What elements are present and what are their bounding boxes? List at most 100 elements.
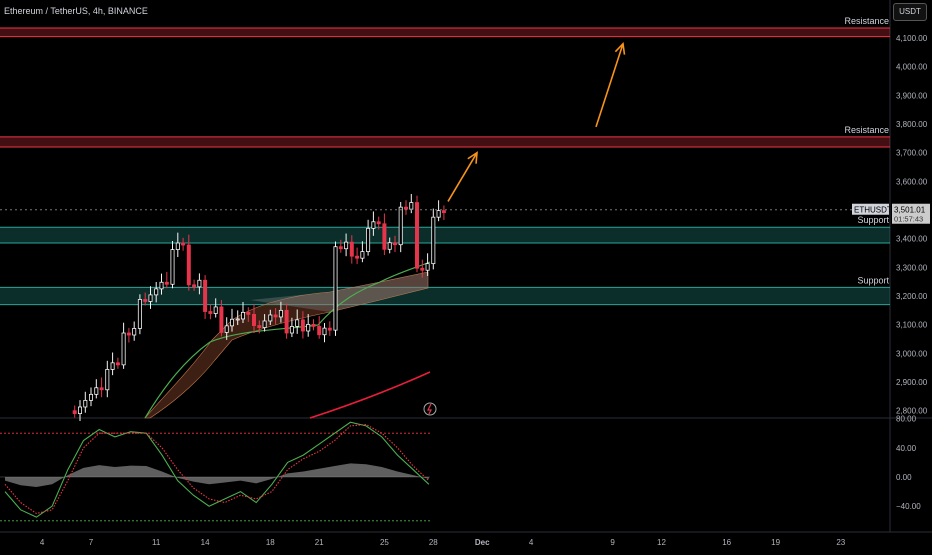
candle-body [203,279,208,312]
alert-icon-bolt [427,403,432,415]
candle-body [414,202,419,269]
price-tick-label: 3,900.00 [896,91,928,100]
candle-body [441,210,446,214]
projection-arrow-1 [447,152,478,202]
candle-body [366,227,371,252]
candle-body [436,210,441,218]
zone-label-resistance-top: Resistance [844,16,889,26]
time-tick-label: 25 [380,538,389,547]
price-tick-label: 3,600.00 [896,177,928,186]
cloud-band-grey [250,272,428,312]
osc-tick-label: 80.00 [896,415,917,424]
candle-body [360,251,365,259]
time-tick-label: 14 [201,538,210,547]
candle-body [382,223,387,250]
candle-body [181,242,186,246]
price-tick-label: 3,200.00 [896,292,928,301]
candle-body [110,362,115,370]
osc-histogram [5,463,429,488]
price-tick-label: 3,100.00 [896,321,928,330]
projection-arrow-2-head [614,41,626,55]
candle-body [409,202,414,210]
osc-tick-label: 0.00 [896,473,912,482]
candle-body [208,311,213,314]
chart-title: Ethereum / TetherUS, 4h, BINANCE [4,6,148,16]
candle-body [94,387,99,395]
candle-body [278,309,283,318]
candle-body [273,314,278,318]
candle-body [246,311,251,315]
time-tick-label: 12 [657,538,666,547]
candle-body [376,221,381,225]
candle-body [322,327,327,336]
time-tick-label: 21 [315,538,324,547]
price-tick-label: 3,300.00 [896,263,928,272]
candle-body [349,241,354,257]
candle-body [192,284,197,288]
time-tick-label: 4 [529,538,534,547]
price-badge [892,203,930,224]
price-tick-label: 3,800.00 [896,120,928,129]
candle-body [295,319,300,327]
candle-body [355,255,360,259]
candle-body [175,242,180,250]
candle-body [327,327,332,331]
candle-body [197,279,202,288]
candle-body [235,318,240,321]
candle-body [371,221,376,229]
candle-body [251,313,256,326]
zone-label-resistance-mid: Resistance [844,125,889,135]
time-tick-label: 28 [429,538,438,547]
support-zone [0,227,890,243]
candle-body [148,294,153,302]
zone-label-support-top: Support [857,215,889,225]
price-tick-label: 4,100.00 [896,34,928,43]
candle-body [289,326,294,334]
time-tick-label: 9 [610,538,615,547]
osc-tick-label: −40.00 [896,502,921,511]
time-tick-label: 11 [152,538,161,547]
candle-body [431,216,436,265]
candle-body [137,299,142,329]
time-tick-label: Dec [475,538,490,547]
candle-body [306,324,311,332]
candle-body [170,249,175,285]
price-tick-label: 4,000.00 [896,63,928,72]
candle-body [268,314,273,322]
time-tick-label: 7 [89,538,94,547]
time-tick-label: 18 [266,538,275,547]
candle-body [72,410,77,414]
candle-body [425,263,430,271]
candle-body [317,326,322,336]
last-price-label: 3,501.01 [894,206,926,215]
candle-body [333,246,338,331]
resistance-zone [0,136,890,147]
candle-body [143,299,148,302]
candle-body [99,387,104,391]
price-tick-label: 2,800.00 [896,407,928,416]
candle-body [257,325,262,328]
candle-body [126,332,131,336]
candle-body [344,241,349,250]
cloud-band [144,271,429,419]
price-tick-label: 3,400.00 [896,235,928,244]
symbol-badge [852,203,889,215]
candle-body [105,369,110,391]
candle-body [229,318,234,327]
currency-button[interactable]: USDT [893,3,927,21]
candle-body [164,281,169,285]
candle-body [154,288,159,296]
symbol-label: ETHUSDT [854,206,892,215]
resistance-zone [0,27,890,37]
osc-line-1 [4,421,430,518]
candle-body [78,406,83,414]
candle-body [115,362,120,366]
price-tick-label: 3,700.00 [896,149,928,158]
support-zone [0,287,890,305]
ema-long-line [309,371,431,419]
candle-body [338,246,343,250]
candle-body [420,267,425,271]
alert-icon [423,402,437,416]
